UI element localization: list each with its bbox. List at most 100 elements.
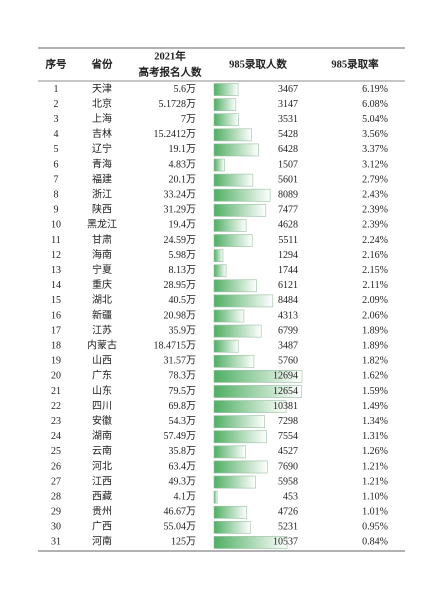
cell-rate: 2.43% bbox=[362, 190, 388, 201]
cell-rate: 2.79% bbox=[362, 174, 388, 185]
cell-applicants: 28.95万 bbox=[164, 280, 197, 291]
data-bar bbox=[213, 475, 256, 489]
cell-province: 内蒙古 bbox=[87, 338, 117, 351]
cell-index: 13 bbox=[51, 265, 61, 276]
cell-rate: 1.82% bbox=[362, 356, 388, 367]
data-bar bbox=[213, 324, 262, 338]
cell-index: 24 bbox=[51, 431, 61, 442]
cell-applicants: 20.1万 bbox=[169, 174, 197, 185]
cell-rate: 2.11% bbox=[363, 280, 388, 291]
cell-admitted: 5760 bbox=[278, 356, 298, 367]
cell-applicants: 24.59万 bbox=[164, 235, 197, 246]
cell-admitted: 1744 bbox=[278, 265, 298, 276]
cell-province: 安徽 bbox=[92, 414, 112, 427]
cell-index: 28 bbox=[51, 491, 61, 502]
cell-province: 广西 bbox=[92, 521, 112, 533]
cell-province: 甘肃 bbox=[92, 233, 112, 246]
cell-rate: 1.34% bbox=[362, 416, 388, 427]
header-cell: 2021年 bbox=[154, 49, 186, 62]
cell-index: 7 bbox=[54, 174, 59, 185]
cell-admitted: 3147 bbox=[278, 99, 298, 110]
cell-admitted: 7554 bbox=[278, 431, 298, 442]
cell-index: 21 bbox=[51, 386, 61, 397]
cell-province: 吉林 bbox=[92, 127, 112, 140]
cell-applicants: 5.6万 bbox=[174, 84, 197, 95]
data-bar bbox=[213, 445, 246, 459]
data-bar bbox=[213, 536, 288, 549]
cell-rate: 5.04% bbox=[362, 114, 388, 125]
data-bar bbox=[213, 173, 254, 187]
data-bar bbox=[213, 98, 237, 111]
cell-province: 青海 bbox=[92, 157, 112, 170]
cell-applicants: 125万 bbox=[171, 537, 196, 548]
cell-applicants: 5.98万 bbox=[169, 250, 197, 261]
cell-index: 18 bbox=[51, 340, 61, 351]
cell-province: 广东 bbox=[92, 369, 112, 382]
cell-province: 上海 bbox=[92, 112, 112, 125]
cell-rate: 2.09% bbox=[362, 295, 388, 306]
cell-rate: 2.06% bbox=[362, 310, 388, 321]
cell-applicants: 35.9万 bbox=[169, 325, 197, 336]
cell-index: 6 bbox=[54, 159, 59, 170]
cell-admitted: 5601 bbox=[278, 174, 298, 185]
cell-index: 23 bbox=[51, 416, 61, 427]
data-bar bbox=[213, 400, 287, 413]
cell-index: 2 bbox=[54, 99, 59, 110]
cell-admitted: 4628 bbox=[278, 220, 298, 231]
cell-rate: 2.15% bbox=[362, 265, 388, 276]
data-bar bbox=[213, 188, 271, 202]
data-bar bbox=[213, 294, 274, 308]
data-bar bbox=[213, 385, 303, 398]
data-bar bbox=[213, 264, 227, 278]
cell-applicants: 49.3万 bbox=[169, 476, 197, 487]
cell-index: 30 bbox=[51, 522, 61, 533]
header-cell: 序号 bbox=[46, 57, 67, 70]
cell-admitted: 6799 bbox=[278, 325, 298, 336]
cell-admitted: 4313 bbox=[278, 310, 298, 321]
cell-admitted: 5958 bbox=[278, 476, 298, 487]
cell-rate: 1.59% bbox=[362, 386, 388, 397]
cell-applicants: 7万 bbox=[181, 114, 196, 125]
cell-index: 10 bbox=[51, 220, 61, 231]
cell-index: 25 bbox=[51, 446, 61, 457]
data-bar bbox=[213, 521, 251, 534]
data-bar bbox=[213, 219, 247, 232]
cell-applicants: 4.83万 bbox=[169, 159, 197, 170]
cell-rate: 3.37% bbox=[362, 144, 388, 155]
cell-index: 11 bbox=[51, 235, 61, 246]
cell-index: 22 bbox=[51, 401, 61, 412]
data-bar bbox=[213, 113, 239, 127]
cell-applicants: 40.5万 bbox=[169, 295, 197, 306]
cell-index: 29 bbox=[51, 507, 61, 518]
cell-province: 西藏 bbox=[92, 490, 112, 502]
cell-province: 四川 bbox=[92, 401, 112, 412]
data-bar bbox=[213, 490, 218, 504]
cell-applicants: 18.4715万 bbox=[154, 340, 197, 351]
cell-applicants: 79.5万 bbox=[169, 386, 197, 397]
data-bar bbox=[213, 415, 265, 429]
cell-admitted: 5428 bbox=[278, 129, 298, 140]
cell-province: 山西 bbox=[92, 355, 112, 367]
data-bar bbox=[213, 309, 245, 323]
data-bar bbox=[213, 279, 257, 293]
cell-applicants: 20.98万 bbox=[164, 310, 197, 321]
cell-admitted: 1507 bbox=[278, 159, 298, 170]
cell-rate: 0.95% bbox=[362, 522, 388, 533]
cell-province: 北京 bbox=[92, 97, 112, 110]
cell-index: 16 bbox=[51, 310, 61, 321]
cell-rate: 2.24% bbox=[362, 235, 388, 246]
cell-province: 云南 bbox=[92, 444, 112, 457]
cell-province: 湖南 bbox=[92, 429, 112, 442]
cell-index: 19 bbox=[51, 356, 61, 367]
cell-admitted: 3531 bbox=[278, 114, 298, 125]
cell-rate: 3.56% bbox=[362, 129, 388, 140]
data-bar bbox=[213, 430, 267, 444]
cell-applicants: 19.1万 bbox=[169, 144, 197, 155]
data-bar bbox=[213, 249, 224, 262]
cell-province: 黑龙江 bbox=[87, 218, 117, 231]
cell-province: 宁夏 bbox=[92, 263, 112, 276]
cell-applicants: 31.57万 bbox=[164, 356, 197, 367]
cell-admitted: 4726 bbox=[278, 507, 298, 518]
